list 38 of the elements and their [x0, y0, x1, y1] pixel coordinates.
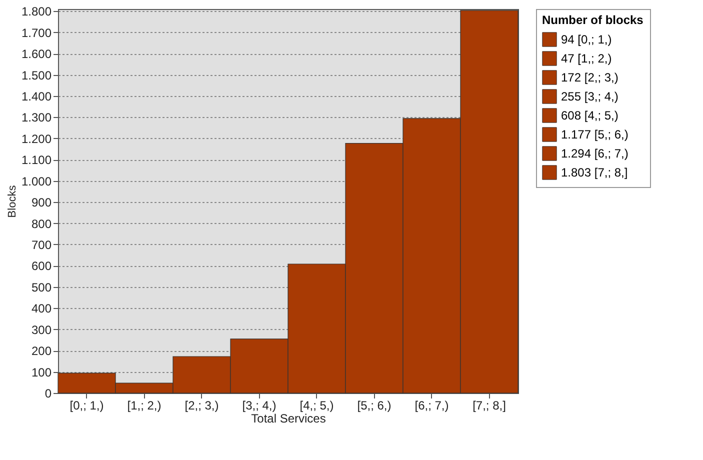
x-axis-title: Total Services — [251, 412, 326, 426]
y-axis-title: Blocks — [6, 184, 18, 218]
y-tick-label: 1.500 — [21, 68, 52, 82]
y-tick-label: 1.200 — [21, 132, 52, 146]
legend-label: 255 [3,; 4,) — [561, 90, 618, 104]
y-tick-label: 1.700 — [21, 26, 52, 40]
y-tick-label: 1.400 — [21, 89, 52, 104]
x-tick-label: [6,; 7,) — [414, 398, 449, 412]
y-tick-label: 1.100 — [21, 153, 52, 168]
legend-label: 94 [0,; 1,) — [561, 32, 612, 46]
y-tick-label: 1.800 — [21, 4, 52, 19]
x-tick-label: [3,; 4,) — [242, 398, 276, 412]
y-tick-label: 700 — [31, 238, 52, 252]
legend-label: 172 [2,; 3,) — [561, 70, 618, 84]
y-tick-label: 1.300 — [21, 110, 52, 125]
legend-label: 1.803 [7,; 8,] — [561, 166, 628, 180]
y-tick-label: 800 — [31, 216, 52, 231]
y-tick-label: 300 — [31, 322, 52, 337]
y-tick-label: 500 — [31, 280, 52, 294]
x-tick-label: [5,; 6,) — [357, 398, 392, 412]
x-tick-label: [1,; 2,) — [127, 398, 162, 412]
y-tick-label: 100 — [31, 365, 52, 380]
y-tick-label: 900 — [31, 196, 52, 210]
legend-label: 608 [4,; 5,) — [561, 108, 618, 122]
x-tick-label: [0,; 1,) — [70, 398, 104, 412]
legend-label: 1.177 [5,; 6,) — [561, 128, 628, 142]
legend-label: 1.294 [6,; 7,) — [561, 146, 628, 160]
y-tick-label: 200 — [31, 344, 52, 358]
legend-title: Number of blocks — [542, 13, 644, 27]
x-tick-label: [2,; 3,) — [184, 398, 219, 412]
x-tick-label: [7,; 8,] — [472, 398, 506, 412]
x-tick-label: [4,; 5,) — [300, 398, 334, 412]
y-tick-label: 1.000 — [21, 174, 52, 188]
legend-label: 47 [1,; 2,) — [561, 52, 612, 66]
y-tick-label: 600 — [31, 259, 52, 274]
y-tick-label: 1.600 — [21, 47, 52, 62]
y-tick-label: 400 — [31, 302, 52, 316]
y-tick-label: 0 — [44, 386, 52, 400]
